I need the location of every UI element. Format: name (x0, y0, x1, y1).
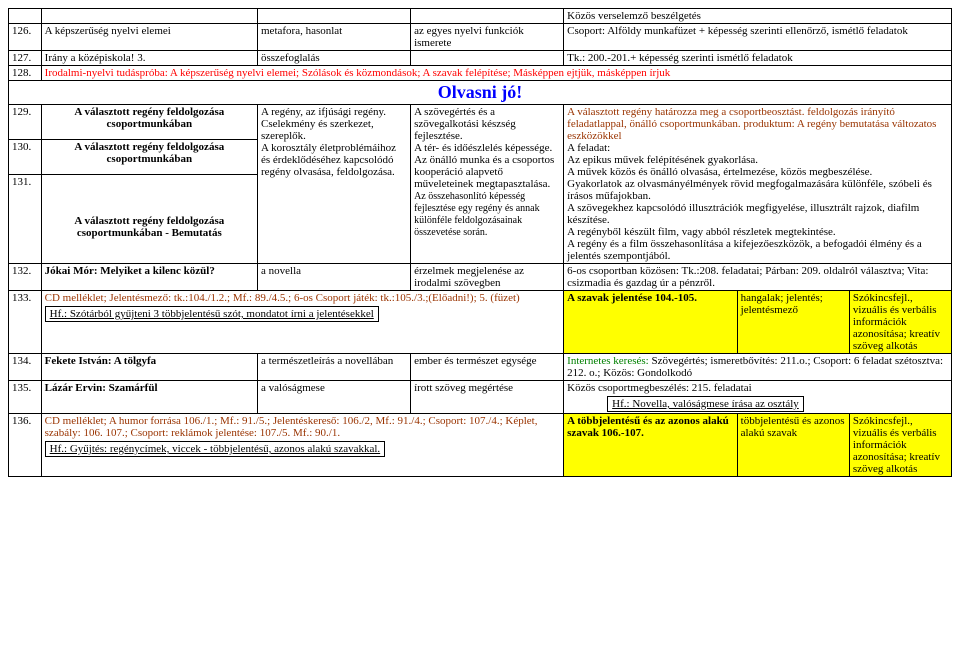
cell: érzelmek megjelenése az irodalmi szövegb… (411, 264, 564, 291)
cell: Közös verselemző beszélgetés (564, 9, 952, 24)
cell: Csoport: Alföldy munkafüzet + képesség s… (564, 24, 952, 51)
table-row: 133. CD melléklet; Jelentésmező: tk.:104… (9, 291, 952, 354)
cell-title: A választott regény feldolgozása csoport… (41, 139, 257, 174)
hf-text: Hf.: Novella, valóságmese írása az osztá… (612, 398, 799, 410)
curriculum-table: Közös verselemző beszélgetés 126. A képs… (8, 8, 952, 477)
cell-num: 132. (9, 264, 42, 291)
text: A szövegértés és a szövegalkotási készsé… (414, 106, 554, 190)
cell-title: Jókai Mór: Melyiket a kilenc közül? (41, 264, 257, 291)
cell-num: 127. (9, 51, 42, 66)
cell: a novella (258, 264, 411, 291)
cell-num: 133. (9, 291, 42, 354)
cell: CD melléklet; A humor forrása 106./1.; M… (41, 414, 564, 477)
cell (411, 9, 564, 24)
cell-yellow: Szókincsfejl., vizuális és verbális info… (849, 291, 951, 354)
hf-box: Hf.: Novella, valóságmese írása az osztá… (607, 396, 804, 412)
cell: Internetes keresés: Szövegértés; ismeret… (564, 354, 952, 381)
cell-yellow: A szavak jelentése 104.-105. (564, 291, 737, 354)
cell: a természetleírás a novellában (258, 354, 411, 381)
table-row: 132. Jókai Mór: Melyiket a kilenc közül?… (9, 264, 952, 291)
table-row: 126. A képszerűség nyelvi elemei metafor… (9, 24, 952, 51)
cell-title: Irány a középiskola! 3. (41, 51, 257, 66)
cell: összefoglalás (258, 51, 411, 66)
text: A feladat: Az epikus művek felépítésének… (567, 142, 932, 262)
cell: 6-os csoportban közösen: Tk.:208. felada… (564, 264, 952, 291)
cell-title: A képszerűség nyelvi elemei (41, 24, 257, 51)
cell-title: Lázár Ervin: Szamárfül (41, 381, 257, 414)
cell-yellow: Szókincsfejl., vizuális és verbális info… (849, 414, 951, 477)
cell-num: 129. (9, 105, 42, 140)
text: CD melléklet; A humor forrása 106./1.; M… (45, 415, 538, 439)
cell-num: 128. (9, 66, 42, 81)
cell-num: 130. (9, 139, 42, 174)
cell (411, 51, 564, 66)
table-row: 127. Irány a középiskola! 3. összefoglal… (9, 51, 952, 66)
hf-text: Hf.: Gyűjtés: regénycímek, viccek - több… (50, 443, 381, 455)
cell: ember és természet egysége (411, 354, 564, 381)
text: Internetes keresés: (567, 355, 649, 367)
cell-num: 134. (9, 354, 42, 381)
cell: CD melléklet; Jelentésmező: tk.:104./1.2… (41, 291, 564, 354)
cell-num: 131. (9, 174, 42, 263)
table-row: 136. CD melléklet; A humor forrása 106./… (9, 414, 952, 477)
table-row: 129. A választott regény feldolgozása cs… (9, 105, 952, 140)
cell-num: 126. (9, 24, 42, 51)
cell: A regény, az ifjúsági regény. Cselekmény… (258, 105, 411, 264)
cell (41, 9, 257, 24)
cell: írott szöveg megértése (411, 381, 564, 414)
hf-text: Hf.: Szótárból gyűjteni 3 többjelentésű … (50, 308, 374, 320)
cell-span: Irodalmi-nyelvi tudáspróba: A képszerűsé… (41, 66, 951, 81)
cell-num: 136. (9, 414, 42, 477)
table-row: 135. Lázár Ervin: Szamárfül a valóságmes… (9, 381, 952, 414)
hf-box: Hf.: Gyűjtés: regénycímek, viccek - több… (45, 441, 386, 457)
table-row: Közös verselemző beszélgetés (9, 9, 952, 24)
cell-yellow: A többjelentésű és az azonos alakú szava… (564, 414, 737, 477)
text: A választott regény határozza meg a csop… (567, 106, 936, 142)
cell (258, 9, 411, 24)
cell-yellow: többjelentésű és azonos alakú szavak (737, 414, 849, 477)
cell-title: A választott regény feldolgozása csoport… (41, 105, 257, 140)
cell: A szövegértés és a szövegalkotási készsé… (411, 105, 564, 264)
hf-box: Hf.: Szótárból gyűjteni 3 többjelentésű … (45, 306, 379, 322)
cell-num (9, 9, 42, 24)
text: CD melléklet; Jelentésmező: tk.:104./1.2… (45, 292, 520, 304)
table-row: 134. Fekete István: A tölgyfa a természe… (9, 354, 952, 381)
cell: a valóságmese (258, 381, 411, 414)
cell-num: 135. (9, 381, 42, 414)
cell: Tk.: 200.-201.+ képesség szerinti ismétl… (564, 51, 952, 66)
cell: az egyes nyelvi funkciók ismerete (411, 24, 564, 51)
text: Az összehasonlító képesség fejlesztése e… (414, 191, 540, 238)
section-title: Olvasni jó! (9, 81, 952, 105)
cell-yellow: hangalak; jelentés; jelentésmező (737, 291, 849, 354)
table-row: 128. Irodalmi-nyelvi tudáspróba: A képsz… (9, 66, 952, 81)
section-title-row: Olvasni jó! (9, 81, 952, 105)
cell: Közös csoportmegbeszélés: 215. feladatai… (564, 381, 952, 414)
cell-title: A választott regény feldolgozása csoport… (41, 174, 257, 263)
cell: A választott regény határozza meg a csop… (564, 105, 952, 264)
cell: metafora, hasonlat (258, 24, 411, 51)
text: Közös csoportmegbeszélés: 215. feladatai (567, 382, 752, 394)
cell-title: Fekete István: A tölgyfa (41, 354, 257, 381)
